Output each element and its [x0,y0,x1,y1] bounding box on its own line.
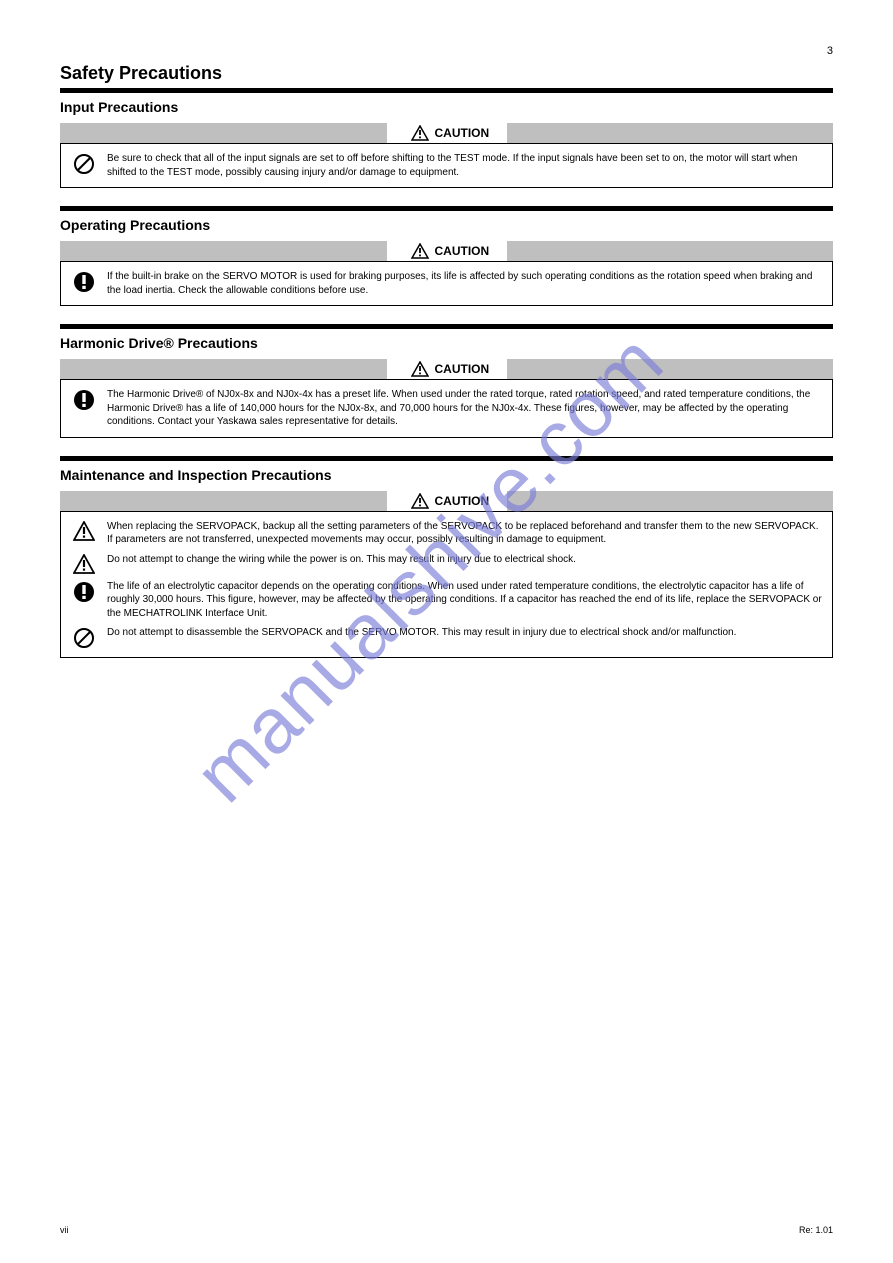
caution-box: The Harmonic Drive® of NJ0x-8x and NJ0x-… [60,379,833,438]
banner-label: CAUTION [435,494,490,508]
exclaim-circle-icon [73,389,95,411]
prohibit-icon [73,627,95,649]
caution-text: If the built-in brake on the SERVO MOTOR… [107,270,822,297]
page-title: Safety Precautions [60,63,833,84]
banner-label: CAUTION [435,362,490,376]
footer: vii Re: 1.01 [60,1225,833,1235]
section-heading: Operating Precautions [60,217,833,233]
banner-label: CAUTION [435,244,490,258]
caution-text: Do not attempt to change the wiring whil… [107,553,822,567]
warning-triangle-icon [73,554,95,574]
section-heading: Harmonic Drive® Precautions [60,335,833,351]
caution-box: If the built-in brake on the SERVO MOTOR… [60,261,833,306]
warning-triangle-icon [411,243,429,259]
section-operating-precautions: Operating Precautions CAUTION If the bui… [60,206,833,306]
section-maintenance: Maintenance and Inspection Precautions C… [60,456,833,659]
caution-text: The Harmonic Drive® of NJ0x-8x and NJ0x-… [107,388,822,429]
section-harmonic-drive: Harmonic Drive® Precautions CAUTION The … [60,324,833,438]
caution-banner: CAUTION [60,491,833,511]
footer-left: vii [60,1225,69,1235]
caution-text: The life of an electrolytic capacitor de… [107,580,822,621]
caution-box: When replacing the SERVOPACK, backup all… [60,511,833,659]
caution-banner: CAUTION [60,123,833,143]
caution-banner: CAUTION [60,359,833,379]
banner-label: CAUTION [435,126,490,140]
caution-text: Do not attempt to disassemble the SERVOP… [107,626,822,640]
caution-box: Be sure to check that all of the input s… [60,143,833,188]
warning-triangle-icon [411,361,429,377]
warning-triangle-icon [411,125,429,141]
warning-triangle-icon [73,521,95,541]
caution-banner: CAUTION [60,241,833,261]
prohibit-icon [73,153,95,175]
footer-right: Re: 1.01 [799,1225,833,1235]
caution-text: When replacing the SERVOPACK, backup all… [107,520,822,547]
exclaim-circle-icon [73,271,95,293]
section-heading: Input Precautions [60,99,833,115]
page-number: 3 [60,45,833,57]
section-input-precautions: Input Precautions CAUTION Be sure to che… [60,88,833,188]
exclaim-circle-icon [73,581,95,603]
warning-triangle-icon [411,493,429,509]
section-heading: Maintenance and Inspection Precautions [60,467,833,483]
caution-text: Be sure to check that all of the input s… [107,152,822,179]
